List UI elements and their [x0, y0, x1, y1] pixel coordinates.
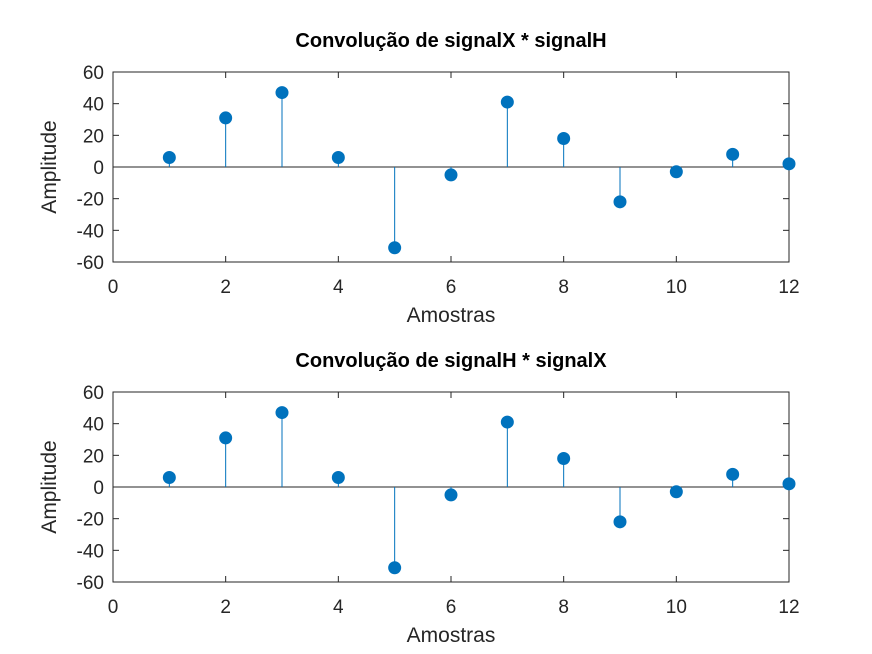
y-tick-label: 20	[83, 446, 104, 467]
y-tick-label: 60	[83, 383, 104, 404]
x-axis-label: Amostras	[407, 624, 496, 647]
y-tick-label: 0	[93, 158, 104, 179]
stem-marker	[613, 195, 627, 209]
y-tick-label: 40	[83, 415, 104, 436]
y-axis-label: Amplitude	[38, 120, 61, 213]
y-tick-label: -20	[77, 190, 104, 211]
x-tick-label: 2	[220, 277, 231, 298]
stem-marker	[669, 165, 683, 179]
x-tick-label: 8	[558, 597, 569, 618]
stem-marker	[444, 488, 458, 502]
stem-marker	[782, 477, 796, 491]
subplot-bottom: Convolução de signalH * signalX Amostras…	[38, 350, 800, 647]
stem-marker	[219, 431, 233, 445]
stem-marker	[388, 561, 402, 575]
stem-marker	[444, 168, 458, 182]
x-tick-label: 0	[108, 277, 119, 298]
y-tick-label: 0	[93, 478, 104, 499]
stem-marker	[331, 151, 345, 164]
y-tick-label: -60	[77, 253, 104, 274]
stem-marker	[331, 471, 345, 484]
y-tick-label: -40	[77, 221, 104, 242]
stem-marker	[500, 415, 514, 429]
stem-marker	[275, 406, 289, 420]
y-tick-label: -40	[77, 541, 104, 562]
stem-marker	[557, 132, 571, 145]
y-tick-label: -20	[77, 510, 104, 531]
stem-marker	[275, 86, 289, 100]
stem-marker	[388, 241, 402, 255]
x-tick-label: 12	[778, 277, 799, 298]
x-axis-label: Amostras	[407, 304, 496, 327]
x-tick-label: 2	[220, 597, 231, 618]
y-tick-label: 20	[83, 126, 104, 147]
y-tick-label: -60	[77, 573, 104, 594]
y-tick-label: 60	[83, 63, 104, 84]
y-axis-label: Amplitude	[38, 440, 61, 533]
x-tick-label: 6	[446, 277, 457, 298]
stem-marker	[669, 485, 683, 499]
x-tick-label: 10	[666, 277, 687, 298]
stem-marker	[782, 157, 796, 171]
stem-marker	[219, 111, 233, 125]
stem-marker	[557, 452, 571, 465]
x-tick-label: 10	[666, 597, 687, 618]
stem-marker	[162, 471, 176, 484]
x-tick-label: 4	[333, 597, 344, 618]
y-tick-label: 40	[83, 95, 104, 116]
stem-marker	[613, 515, 627, 529]
stem-marker	[162, 151, 176, 164]
stem-marker	[726, 467, 740, 481]
chart-title: Convolução de signalX * signalH	[295, 30, 606, 52]
x-tick-label: 6	[446, 597, 457, 618]
x-tick-label: 12	[778, 597, 799, 618]
stem-marker	[500, 95, 514, 109]
x-tick-label: 0	[108, 597, 119, 618]
subplot-top: Convolução de signalX * signalH Amostras…	[38, 30, 800, 327]
chart-title: Convolução de signalH * signalX	[295, 350, 607, 372]
x-tick-label: 4	[333, 277, 344, 298]
stem-marker	[726, 147, 740, 161]
x-tick-label: 8	[558, 277, 569, 298]
